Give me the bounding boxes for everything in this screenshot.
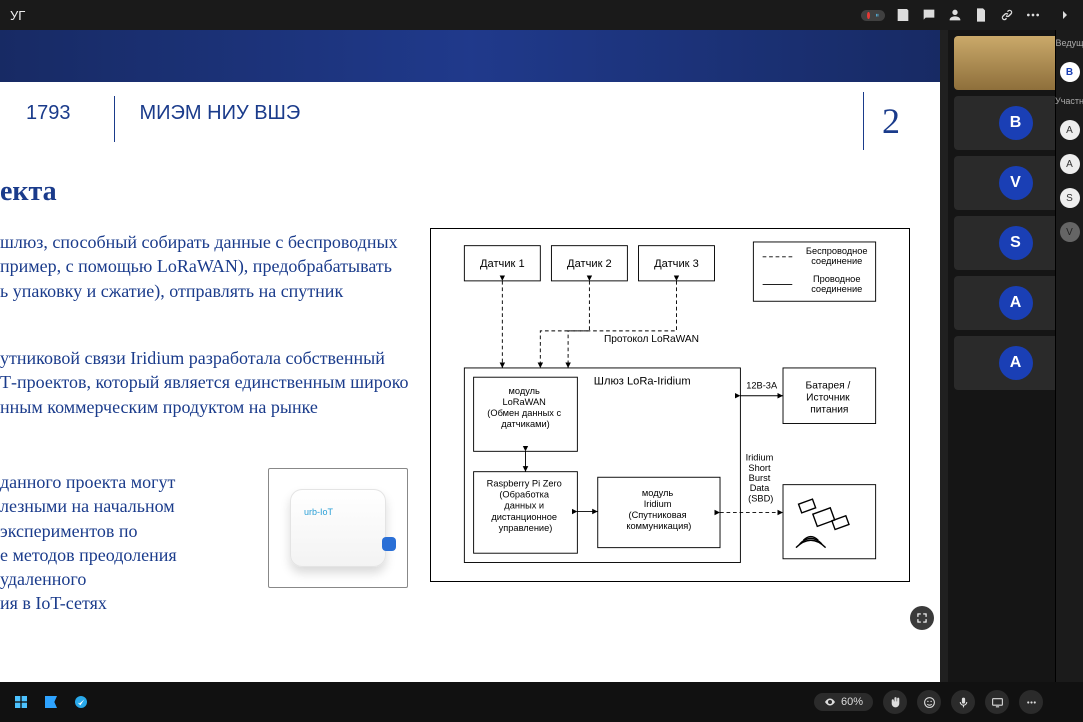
device-icon: urb-IoT: [290, 489, 386, 567]
sensor-3-label: Датчик 3: [654, 258, 699, 270]
slide-area: 1793 МИЭМ НИУ ВШЭ 2 екта шлюз, способный…: [0, 30, 948, 682]
pause-icon: [875, 13, 879, 17]
rpi-label: Raspberry Pi Zero (Обработка данных и ди…: [487, 479, 565, 533]
iridium-module-label: модуль Iridium (Спутниковая коммуникация…: [626, 488, 691, 531]
eye-icon: [824, 696, 836, 708]
bottom-bar: 60%: [0, 682, 1083, 722]
header-separator: [114, 96, 115, 142]
rail-host-label: Ведущ: [1056, 38, 1083, 48]
participant-avatar: V: [999, 166, 1033, 200]
sensor-1-label: Датчик 1: [480, 258, 525, 270]
lorawan-module-label: модуль LoRaWAN (Обмен данных с датчиками…: [487, 386, 563, 429]
screen-button[interactable]: [985, 690, 1009, 714]
org-name: МИЭМ НИУ ВШЭ: [140, 96, 301, 131]
more-controls-button[interactable]: [1019, 690, 1043, 714]
recording-badge[interactable]: [861, 10, 885, 21]
meeting-controls: 60%: [814, 690, 1043, 714]
protocol-label: Протокол LoRaWAN: [604, 334, 699, 345]
link-icon[interactable]: [999, 7, 1015, 23]
chat-icon[interactable]: [921, 7, 937, 23]
sensor-2-label: Датчик 2: [567, 258, 612, 270]
zoom-pill[interactable]: 60%: [814, 693, 873, 711]
paragraph-3: данного проекта могут лезными на начальн…: [0, 470, 177, 616]
main-row: 1793 МИЭМ НИУ ВШЭ 2 екта шлюз, способный…: [0, 30, 1083, 682]
taskbar-icons: [10, 691, 92, 713]
more-icon[interactable]: [1025, 7, 1041, 23]
rail-participant-3[interactable]: S: [1060, 188, 1080, 208]
presentation-slide: 1793 МИЭМ НИУ ВШЭ 2 екта шлюз, способный…: [0, 30, 940, 682]
app-3-icon[interactable]: [70, 691, 92, 713]
fullscreen-fab[interactable]: [910, 606, 934, 630]
project-number: 1793: [0, 96, 89, 131]
paragraph-2: утниковой связи Iridium разработала собс…: [0, 346, 409, 419]
notes-icon[interactable]: [895, 7, 911, 23]
page-bar: [863, 92, 864, 150]
architecture-diagram: Датчик 1 Датчик 2 Датчик 3 Беспроводноес…: [430, 228, 910, 582]
participant-avatar: B: [999, 106, 1033, 140]
app-topbar: УГ: [0, 0, 1083, 30]
record-dot-icon: [867, 12, 870, 19]
zoom-value: 60%: [841, 696, 863, 708]
battery-label: Батарея / Источник питания: [806, 380, 854, 415]
app-1-icon[interactable]: [10, 691, 32, 713]
reaction-button[interactable]: [917, 690, 941, 714]
document-icon[interactable]: [973, 7, 989, 23]
person-icon[interactable]: [947, 7, 963, 23]
paragraph-1: шлюз, способный собирать данные с беспро…: [0, 230, 398, 303]
power-spec-label: 12В-3А: [746, 380, 778, 390]
device-photo: urb-IoT: [268, 468, 408, 588]
rail-participant-4[interactable]: V: [1060, 222, 1080, 242]
participant-avatar: A: [999, 286, 1033, 320]
expand-icon[interactable]: [1057, 7, 1073, 23]
participant-avatar: A: [999, 346, 1033, 380]
page-marker: 2: [863, 92, 900, 150]
mic-button[interactable]: [951, 690, 975, 714]
rail-part-label: Участн: [1055, 96, 1083, 106]
slide-header: 1793 МИЭМ НИУ ВШЭ: [0, 96, 300, 142]
rail-participant-1[interactable]: A: [1060, 120, 1080, 140]
sbd-label: Iridium Short Burst Data (SBD): [746, 453, 776, 504]
legend-wireless: Беспроводноесоединение: [806, 246, 868, 266]
expand-diag-icon: [915, 611, 929, 625]
slide-title: екта: [0, 176, 57, 208]
page-number: 2: [882, 100, 900, 142]
side-rail: Ведущ В Участн A A S V: [1055, 30, 1083, 682]
hand-button[interactable]: [883, 690, 907, 714]
camera-thumb-icon: [981, 43, 1051, 83]
legend-wired: Проводноесоединение: [811, 274, 862, 294]
host-logo-icon[interactable]: В: [1060, 62, 1080, 82]
participant-avatar: S: [999, 226, 1033, 260]
rail-participant-2[interactable]: A: [1060, 154, 1080, 174]
app-2-icon[interactable]: [40, 691, 62, 713]
window-title: УГ: [10, 8, 25, 23]
device-brand: urb-IoT: [304, 507, 333, 517]
gateway-label: Шлюз LoRa-Iridium: [594, 376, 691, 388]
